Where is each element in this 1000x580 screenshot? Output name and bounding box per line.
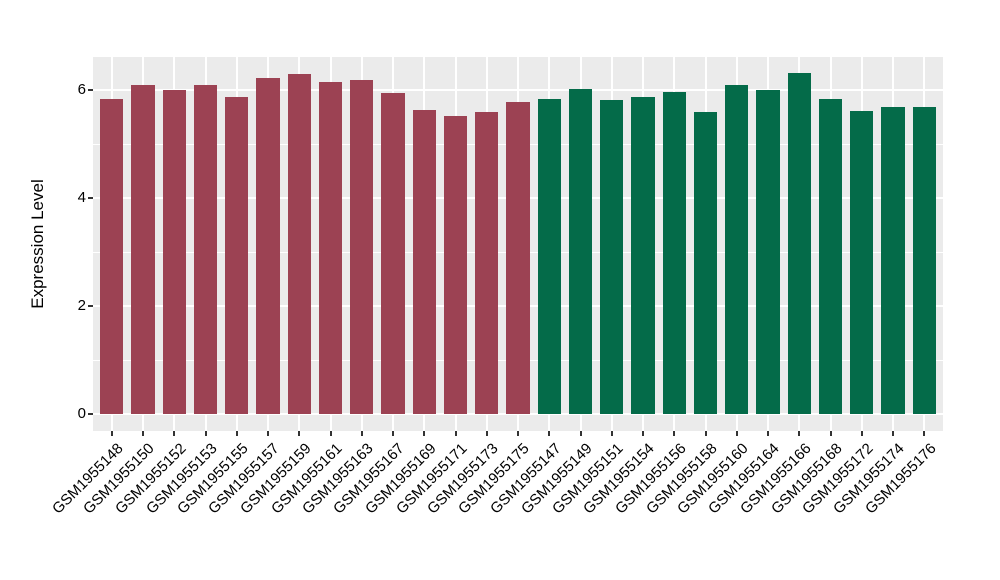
bar-GSM1955159 bbox=[287, 74, 311, 414]
x-axis-tick bbox=[423, 431, 426, 436]
x-axis-tick bbox=[892, 431, 894, 436]
x-axis-tick bbox=[173, 431, 176, 436]
bar-GSM1955166 bbox=[787, 73, 811, 414]
x-axis-tick bbox=[860, 431, 863, 436]
bar-GSM1955167 bbox=[381, 93, 405, 414]
bar-GSM1955163 bbox=[350, 79, 374, 414]
x-axis-tick bbox=[235, 431, 238, 436]
bar-GSM1955175 bbox=[506, 101, 530, 414]
x-axis-tick bbox=[454, 431, 457, 436]
bar-GSM1955160 bbox=[725, 85, 749, 414]
x-axis-tick bbox=[298, 431, 301, 436]
y-axis-tick-label: 4 bbox=[77, 189, 86, 207]
bar-GSM1955154 bbox=[631, 96, 655, 414]
bar-GSM1955174 bbox=[881, 107, 905, 414]
x-axis-tick bbox=[704, 431, 707, 436]
bar-GSM1955176 bbox=[912, 107, 936, 414]
y-axis-tick-label: 6 bbox=[77, 81, 86, 99]
x-axis-tick bbox=[267, 431, 269, 436]
x-axis-tick bbox=[642, 431, 644, 436]
bar-GSM1955161 bbox=[318, 81, 343, 414]
x-axis-tick bbox=[204, 431, 207, 436]
x-axis-tick bbox=[798, 431, 801, 436]
x-axis-tick bbox=[110, 431, 113, 436]
bar-GSM1955153 bbox=[193, 84, 218, 414]
x-axis-tick bbox=[923, 431, 926, 436]
bar-GSM1955164 bbox=[756, 90, 780, 414]
bar-GSM1955169 bbox=[412, 110, 436, 414]
bar-GSM1955171 bbox=[443, 115, 468, 414]
x-axis-tick bbox=[360, 431, 363, 436]
x-axis-tick bbox=[610, 431, 613, 436]
bar-GSM1955150 bbox=[131, 84, 155, 414]
plot-panel bbox=[93, 57, 943, 431]
x-axis-tick bbox=[829, 431, 832, 436]
y-axis-tick bbox=[88, 305, 93, 308]
y-axis-tick bbox=[88, 197, 93, 200]
bar-GSM1955148 bbox=[100, 98, 124, 414]
x-axis-tick bbox=[579, 431, 582, 436]
x-axis-tick bbox=[673, 431, 676, 436]
y-axis-tick-label: 2 bbox=[77, 297, 86, 315]
y-axis-tick bbox=[88, 89, 93, 92]
bar-GSM1955149 bbox=[568, 89, 593, 414]
bar-GSM1955155 bbox=[225, 97, 249, 414]
x-axis-tick bbox=[735, 431, 738, 436]
y-axis-title: Expression Level bbox=[28, 179, 47, 309]
bar-GSM1955152 bbox=[162, 90, 186, 414]
x-axis-tick bbox=[392, 431, 394, 436]
bar-GSM1955147 bbox=[537, 99, 561, 414]
x-axis-tick bbox=[485, 431, 488, 436]
bar-GSM1955151 bbox=[600, 100, 624, 414]
bar-GSM1955168 bbox=[818, 98, 843, 414]
y-axis-tick-label: 0 bbox=[77, 405, 86, 422]
y-axis-tick bbox=[88, 413, 93, 415]
bar-GSM1955172 bbox=[850, 110, 874, 414]
bar-GSM1955173 bbox=[475, 111, 499, 414]
x-axis-tick bbox=[767, 431, 769, 436]
x-axis-tick bbox=[329, 431, 332, 436]
x-axis-tick bbox=[517, 431, 519, 436]
bar-GSM1955156 bbox=[662, 92, 686, 414]
x-axis-tick bbox=[548, 431, 551, 436]
bar-GSM1955157 bbox=[256, 78, 280, 414]
x-axis-tick bbox=[142, 431, 144, 436]
bar-GSM1955158 bbox=[693, 112, 718, 414]
